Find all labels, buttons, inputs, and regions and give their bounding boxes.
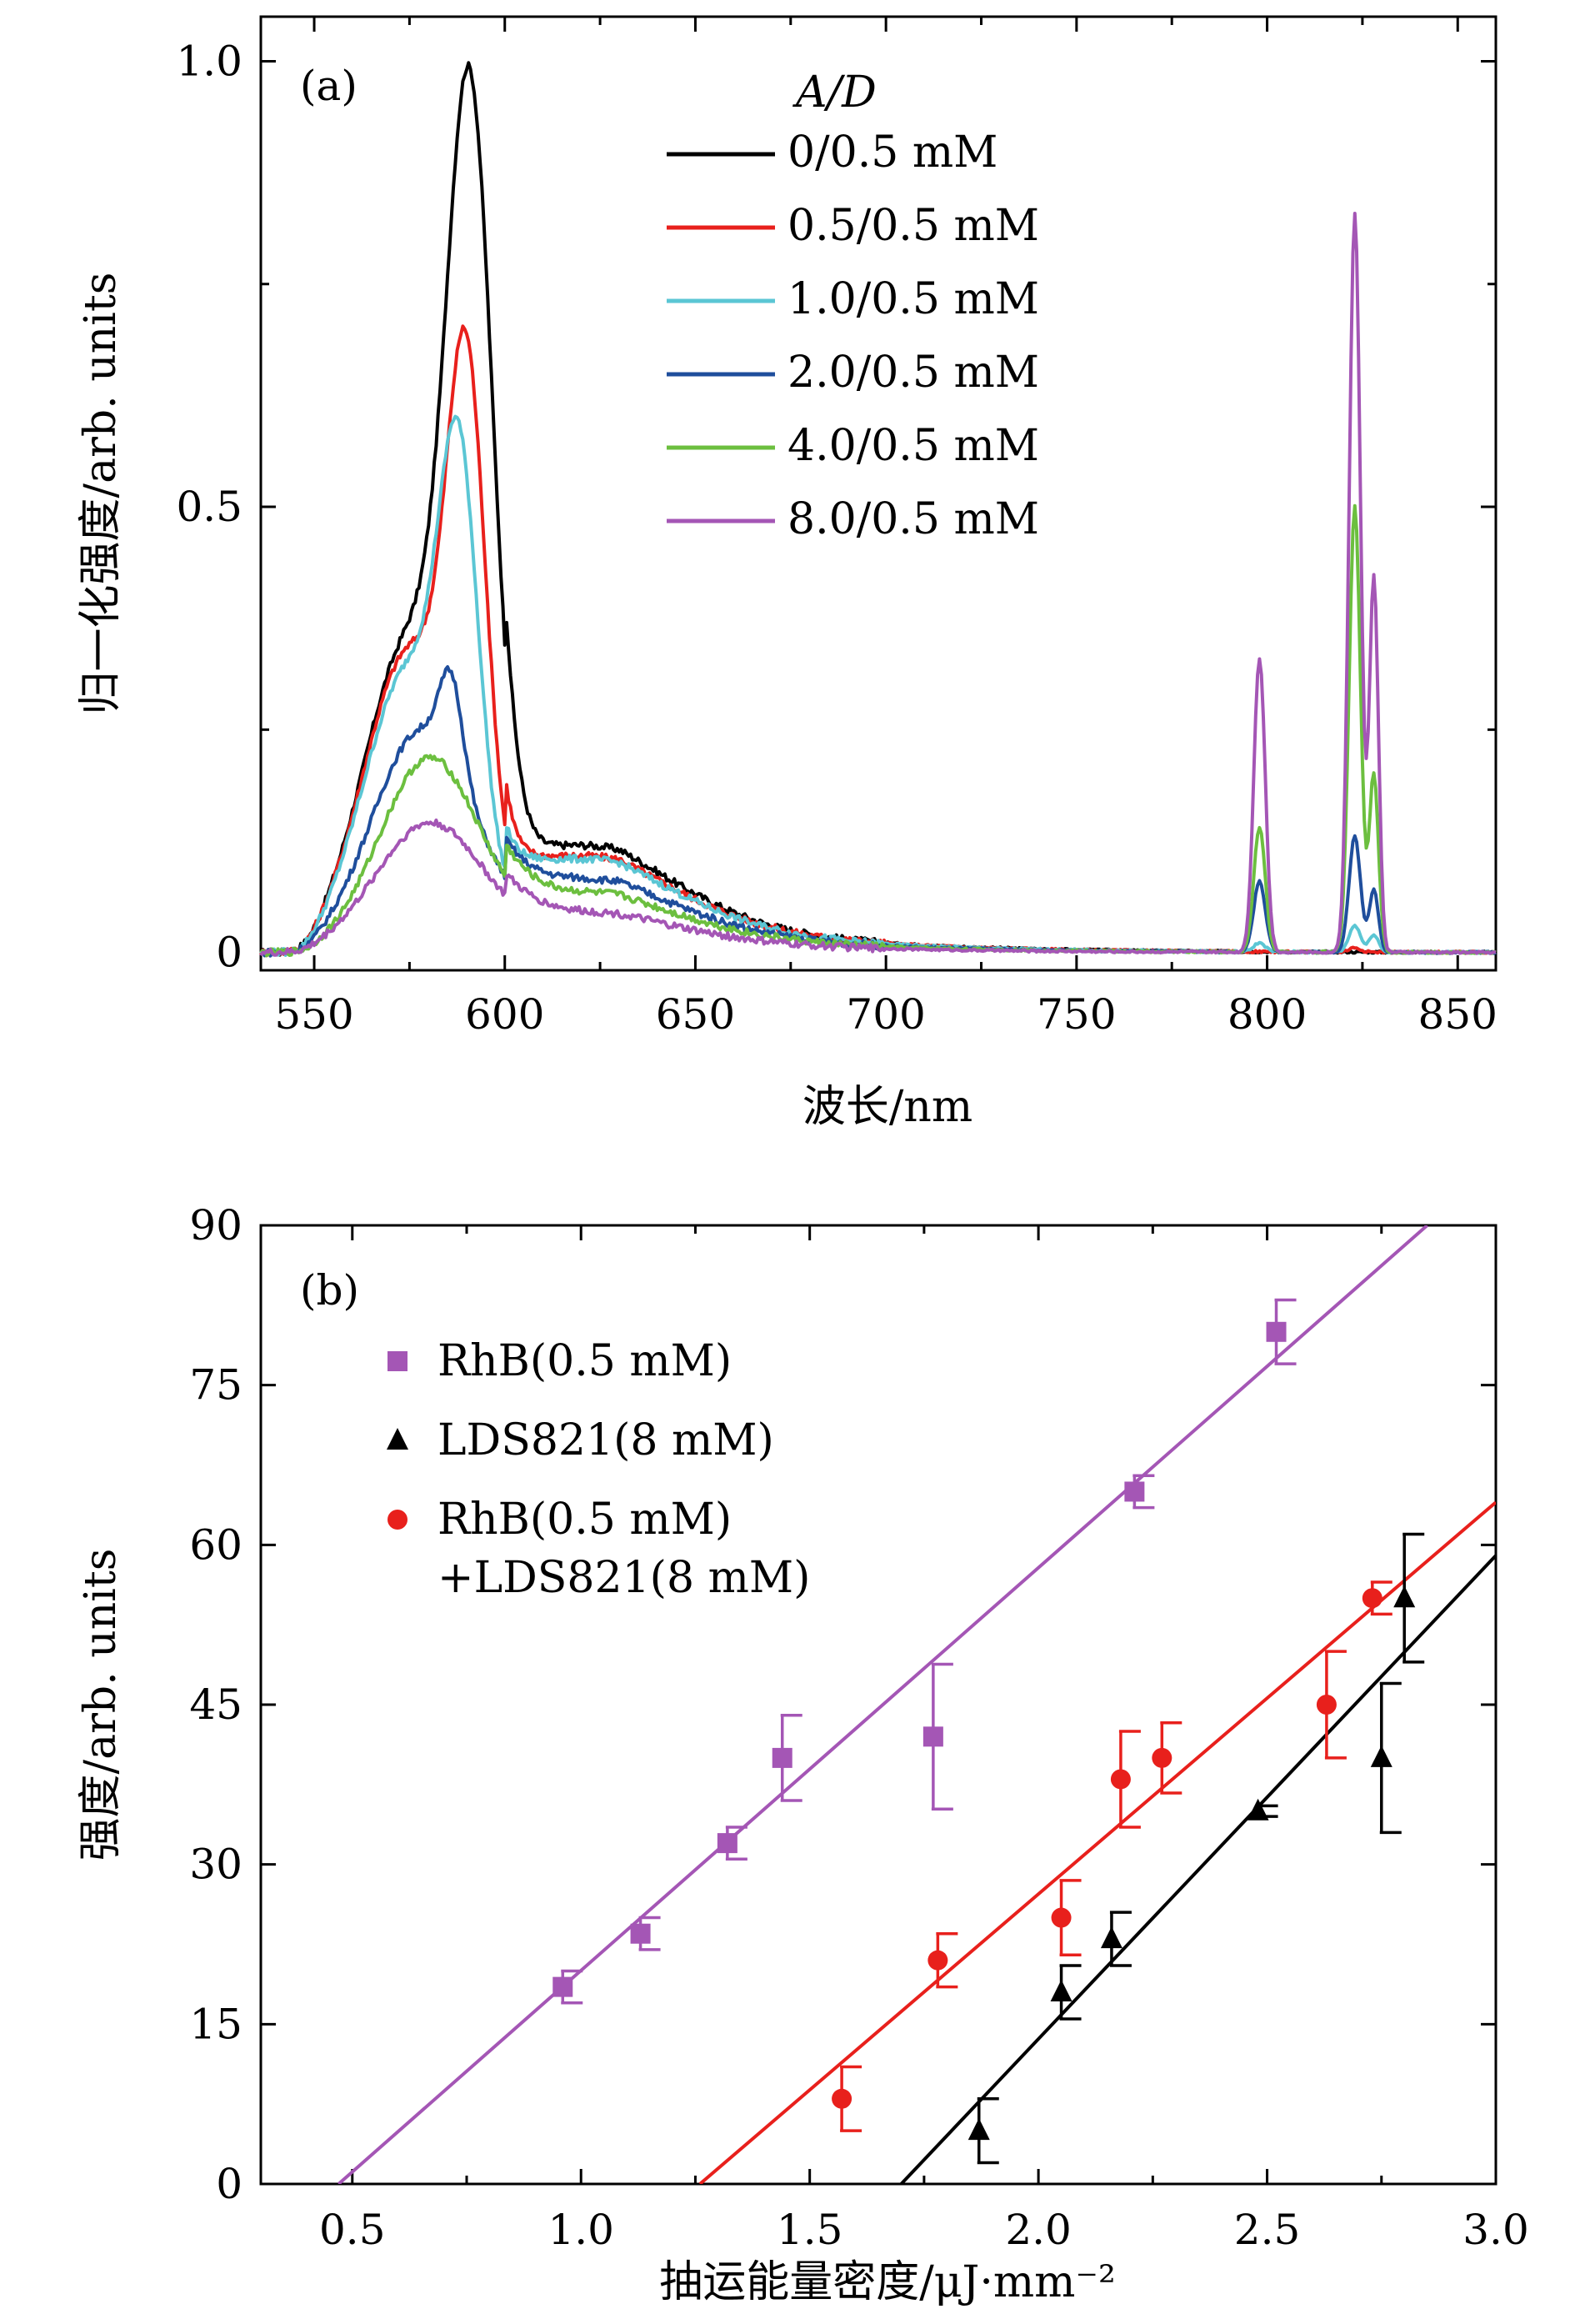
data-point-square: [1266, 1321, 1287, 1342]
panel-b-x-tick-label: 0.5: [319, 2206, 386, 2254]
panel-a-x-tick-label: 750: [1037, 990, 1116, 1039]
panel-a-x-tick-label: 800: [1228, 990, 1307, 1039]
data-point-square: [922, 1726, 943, 1747]
legend-label-circle-line2: +LDS821(8 mM): [438, 1553, 810, 1603]
legend-marker-triangle: [387, 1428, 408, 1450]
panel-b-y-tick-label: 45: [189, 1680, 242, 1729]
panel-a-legend-title: A/D: [792, 68, 877, 118]
legend-marker-circle: [388, 1510, 408, 1530]
panel-b-data-points: [552, 1298, 1425, 2165]
panel-a-x-tick-label: 550: [274, 990, 353, 1039]
data-point-square: [772, 1747, 792, 1768]
panel-b-x-axis: 0.5 1.0 1.5 2.0 2.5 3.0: [319, 1225, 1529, 2254]
panel-a-legend: 0/0.5 mM 0.5/0.5 mM 1.0/0.5 mM 2.0/0.5 mM 4.…: [667, 128, 1039, 544]
data-point-circle: [832, 2088, 852, 2109]
panel-a-spectra: 550 600 650 700 750 800 850 0 0.5 1.0 (a) A/D 0/…: [76, 15, 1498, 1132]
data-point-circle: [928, 1950, 948, 1971]
fit-line-lds821-8-mm-1: [899, 1554, 1496, 2184]
panel-b-x-tick-label: 1.5: [777, 2206, 843, 2254]
panel-b-fit-lines: [337, 1225, 1496, 2184]
legend-label-circle: RhB(0.5 mM): [438, 1495, 732, 1545]
data-point-square: [552, 1976, 573, 1997]
data-point-circle: [1110, 1769, 1131, 1790]
panel-a-x-tick-label: 600: [465, 990, 544, 1039]
data-point-circle: [1362, 1588, 1382, 1609]
spectrum-line-2-0-0-5-mm: [260, 665, 1497, 958]
panel-a-x-axis-title: 波长/nm: [802, 1082, 972, 1132]
panel-b-intensity: 0.5 1.0 1.5 2.0 2.5 3.0 0 15 30 45 60 75 90 (b) RhB…: [76, 1201, 1529, 2307]
panel-a-y-tick-label: 0.5: [176, 483, 242, 531]
legend-label-triangle: LDS821(8 mM): [438, 1415, 774, 1465]
panel-b-y-axis: 0 15 30 45 60 75 90: [189, 1201, 1496, 2208]
data-point-triangle: [968, 2118, 990, 2141]
legend-label-0-5-0-5-mm: 0.5/0.5 mM: [788, 201, 1039, 251]
fit-line-rhb-0-5-mm-2: [698, 1500, 1496, 2184]
panel-b-x-axis-title: 抽运能量密度/μJ·mm⁻²: [659, 2257, 1116, 2307]
panel-b-x-tick-label: 2.0: [1005, 2206, 1072, 2254]
data-point-triangle: [1393, 1585, 1416, 1608]
data-point-square: [1124, 1481, 1145, 1502]
data-point-triangle: [1050, 1980, 1072, 2001]
panel-b-x-tick-label: 1.0: [548, 2206, 614, 2254]
legend-marker-square: [388, 1351, 408, 1371]
panel-b-y-tick-label: 60: [189, 1520, 242, 1569]
legend-label-8-0-0-5-mm: 8.0/0.5 mM: [788, 494, 1039, 544]
legend-label-square: RhB(0.5 mM): [438, 1336, 732, 1386]
legend-label-0-0-5-mm: 0/0.5 mM: [788, 128, 998, 178]
panel-a-y-tick-label: 1.0: [176, 37, 242, 85]
data-point-circle: [1316, 1695, 1337, 1715]
fit-line-rhb-0-5-mm-0: [337, 1225, 1428, 2184]
data-point-triangle: [1100, 1926, 1122, 1949]
data-point-square: [717, 1833, 738, 1854]
data-point-triangle: [1370, 1745, 1392, 1767]
panel-b-y-tick-label: 0: [216, 2160, 242, 2208]
panel-b-x-tick-label: 3.0: [1462, 2206, 1529, 2254]
panel-b-legend: RhB(0.5 mM) LDS821(8 mM) RhB(0.5 mM) +LDS82…: [387, 1336, 810, 1603]
panel-a-x-tick-label: 650: [656, 990, 735, 1039]
spectrum-line-8-0-0-5-mm: [259, 212, 1497, 957]
panel-a-x-axis: 550 600 650 700 750 800 850: [274, 17, 1498, 1039]
panel-a-label: (a): [300, 62, 358, 110]
panel-b-y-tick-label: 75: [189, 1361, 242, 1410]
panel-a-x-tick-label: 850: [1418, 990, 1498, 1039]
panel-b-y-tick-label: 15: [189, 2000, 242, 2048]
panel-b-y-tick-label: 90: [189, 1201, 242, 1250]
panel-b-y-axis-title: 强度/arb. units: [76, 1549, 126, 1861]
panel-a-y-axis-title: 归一化强度/arb. units: [76, 273, 126, 715]
panel-a-series-group: [259, 61, 1497, 958]
data-point-square: [630, 1923, 651, 1944]
panel-a-x-tick-label: 700: [846, 990, 925, 1039]
spectrum-line-4-0-0-5-mm: [259, 503, 1497, 958]
data-point-triangle: [1247, 1798, 1269, 1821]
panel-b-y-tick-label: 30: [189, 1841, 242, 1889]
panel-a-plot-frame: [259, 15, 1498, 972]
data-point-circle: [1051, 1907, 1072, 1928]
panel-b-x-tick-label: 2.5: [1234, 2206, 1301, 2254]
panel-a-y-tick-label: 0: [216, 929, 242, 977]
legend-label-2-0-0-5-mm: 2.0/0.5 mM: [788, 348, 1039, 398]
data-point-circle: [1152, 1747, 1172, 1768]
panel-a-y-axis: 0 0.5 1.0: [176, 37, 1496, 977]
panel-b-label: (b): [300, 1266, 359, 1315]
legend-label-1-0-0-5-mm: 1.0/0.5 mM: [788, 274, 1039, 324]
legend-label-4-0-0-5-mm: 4.0/0.5 mM: [788, 421, 1039, 471]
